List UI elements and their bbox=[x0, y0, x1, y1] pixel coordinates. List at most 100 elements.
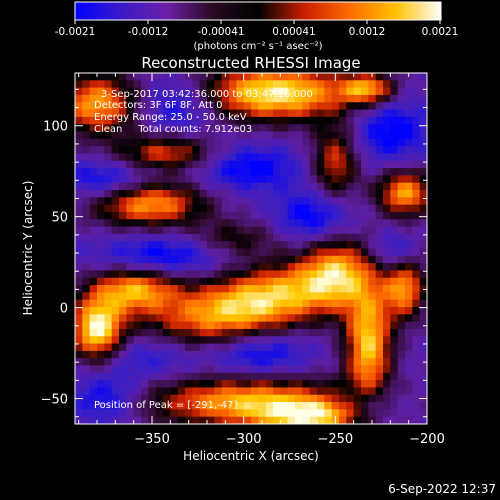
heatmap-cell bbox=[287, 394, 296, 403]
heatmap-cell bbox=[133, 211, 142, 220]
heatmap-cell bbox=[185, 387, 193, 396]
heatmap-cell bbox=[397, 358, 406, 367]
heatmap-cell bbox=[163, 343, 171, 352]
heatmap-cell bbox=[317, 314, 325, 323]
heatmap-cell bbox=[353, 109, 362, 118]
heatmap-cell bbox=[295, 94, 303, 103]
heatmap-cell bbox=[265, 328, 274, 337]
heatmap-cell bbox=[295, 153, 303, 162]
heatmap-cell bbox=[309, 285, 318, 293]
heatmap-cell bbox=[163, 292, 171, 301]
heatmap-cell bbox=[148, 307, 157, 315]
heatmap-cell bbox=[199, 182, 208, 191]
heatmap-cell bbox=[243, 109, 252, 118]
heatmap-cell bbox=[111, 358, 120, 367]
heatmap-cell bbox=[185, 109, 193, 118]
heatmap-cell bbox=[236, 365, 245, 374]
heatmap-cell bbox=[361, 365, 369, 374]
heatmap-cell bbox=[141, 292, 149, 301]
heatmap-cell bbox=[361, 197, 369, 206]
heatmap-cell bbox=[133, 153, 142, 162]
heatmap-cell bbox=[346, 248, 355, 257]
heatmap-cell bbox=[280, 292, 289, 301]
heatmap-cell bbox=[236, 219, 245, 228]
heatmap-cell bbox=[419, 80, 427, 89]
heatmap-cell bbox=[265, 248, 274, 257]
heatmap-cell bbox=[192, 394, 201, 403]
heatmap-cell bbox=[89, 277, 98, 286]
heatmap-cell bbox=[390, 124, 399, 133]
heatmap-cell bbox=[214, 402, 223, 410]
heatmap-cell bbox=[265, 380, 274, 389]
heatmap-cell bbox=[229, 255, 237, 264]
heatmap-cell bbox=[104, 204, 113, 213]
heatmap-cell bbox=[207, 80, 215, 89]
heatmap-cell bbox=[155, 219, 164, 228]
heatmap-cell bbox=[375, 263, 384, 272]
heatmap-cell bbox=[199, 292, 208, 301]
heatmap-cell bbox=[221, 146, 230, 155]
heatmap-cell bbox=[75, 336, 83, 345]
heatmap-cell bbox=[243, 175, 252, 184]
heatmap-cell bbox=[361, 307, 369, 315]
heatmap-cell bbox=[148, 336, 157, 345]
heatmap-cell bbox=[324, 394, 333, 403]
heatmap-cell bbox=[82, 197, 91, 206]
heatmap-cell bbox=[111, 80, 120, 89]
heatmap-cell bbox=[199, 80, 208, 89]
heatmap-cell bbox=[243, 124, 252, 133]
heatmap-cell bbox=[273, 131, 281, 140]
heatmap-cell bbox=[383, 168, 391, 176]
heatmap-cell bbox=[148, 94, 157, 103]
heatmap-cell bbox=[155, 168, 164, 176]
heatmap-cell bbox=[104, 219, 113, 228]
heatmap-cell bbox=[361, 226, 369, 235]
heatmap-cell bbox=[397, 314, 406, 323]
heatmap-cell bbox=[163, 109, 171, 118]
heatmap-cell bbox=[133, 87, 142, 96]
heatmap-cell bbox=[155, 314, 164, 323]
heatmap-cell bbox=[229, 277, 237, 286]
heatmap-cell bbox=[104, 168, 113, 176]
heatmap-cell bbox=[375, 343, 384, 352]
heatmap-cell bbox=[273, 109, 281, 118]
heatmap-cell bbox=[419, 248, 427, 257]
colorbar-tick-label: 0.0012 bbox=[349, 26, 386, 38]
heatmap-cell bbox=[148, 138, 157, 147]
heatmap-cell bbox=[390, 307, 399, 315]
heatmap-cell bbox=[236, 241, 245, 250]
heatmap-cell bbox=[177, 263, 186, 272]
heatmap-cell bbox=[111, 241, 120, 250]
heatmap-cell bbox=[192, 87, 201, 96]
colorbar-tick-label: -0.0012 bbox=[128, 26, 169, 38]
heatmap-cell bbox=[111, 204, 120, 213]
heatmap-cell bbox=[163, 336, 171, 345]
heatmap-cell bbox=[317, 160, 325, 169]
annotation-peak-position: Position of Peak = [-291,-47] bbox=[94, 400, 238, 411]
heatmap-cell bbox=[236, 277, 245, 286]
heatmap-cell bbox=[119, 372, 127, 381]
heatmap-cell bbox=[346, 109, 355, 118]
heatmap-cell bbox=[280, 160, 289, 169]
heatmap-cell bbox=[317, 73, 325, 81]
heatmap-cell bbox=[287, 138, 296, 147]
heatmap-cell bbox=[383, 233, 391, 242]
heatmap-cell bbox=[280, 307, 289, 315]
heatmap-cell bbox=[295, 314, 303, 323]
heatmap-cell bbox=[75, 124, 83, 133]
heatmap-cell bbox=[383, 328, 391, 337]
heatmap-cell bbox=[265, 168, 274, 176]
heatmap-cell bbox=[199, 277, 208, 286]
heatmap-cell bbox=[192, 109, 201, 118]
heatmap-cell bbox=[251, 255, 259, 264]
heatmap-cell bbox=[368, 124, 377, 133]
heatmap-cell bbox=[97, 365, 105, 374]
heatmap-cell bbox=[75, 365, 83, 374]
heatmap-cell bbox=[89, 255, 98, 264]
heatmap-cell bbox=[353, 277, 362, 286]
heatmap-cell bbox=[126, 270, 135, 279]
heatmap-cell bbox=[331, 160, 340, 169]
heatmap-cell bbox=[163, 87, 171, 96]
heatmap-cell bbox=[397, 116, 406, 125]
heatmap-cell bbox=[97, 321, 105, 330]
